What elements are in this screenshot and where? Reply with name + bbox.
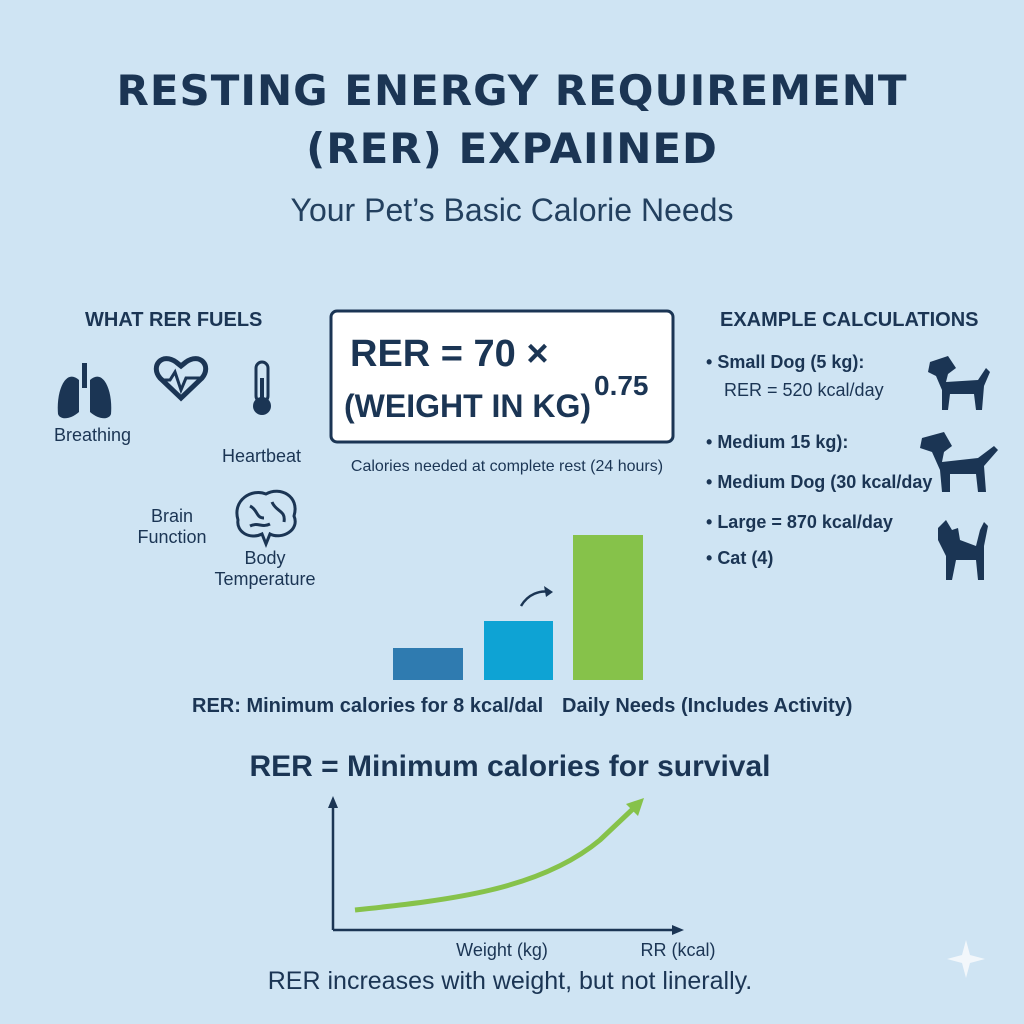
example-text: Medium Dog (30 kcal/day xyxy=(717,472,933,492)
subtitle: Your Pet’s Basic Calorie Needs xyxy=(290,192,734,228)
example-item: • Small Dog (5 kg): xyxy=(706,352,865,372)
heart-icon xyxy=(153,356,209,402)
formula-exponent: 0.75 xyxy=(594,370,649,401)
formula-line: (WEIGHT IN KG) xyxy=(344,388,592,424)
example-item: • Medium Dog (30 kcal/day xyxy=(706,472,933,492)
bar-label: Daily Needs (Includes Activity) xyxy=(562,695,853,717)
heartbeat-line xyxy=(160,368,202,395)
bar-label: RER: Minimum calories for 8 kcal/dal xyxy=(192,695,544,717)
sparkle xyxy=(947,940,985,978)
formula-caption: Calories needed at complete rest (24 hou… xyxy=(350,458,664,475)
example-text: Medium 15 kg): xyxy=(717,432,849,452)
example-item: • Medium 15 kg): xyxy=(706,432,849,452)
example-text: Small Dog (5 kg): xyxy=(717,352,865,372)
title: RESTING ENERGY REQUIREMENT xyxy=(116,66,908,115)
rer-bar xyxy=(393,648,463,680)
title: (RER) EXPAIINED xyxy=(306,124,718,173)
growth-curve xyxy=(354,804,638,913)
fuel-item: Body Temperature xyxy=(214,548,316,589)
growth-caption: RER increases with weight, but not liner… xyxy=(267,967,753,995)
lungs-icon xyxy=(57,363,112,419)
example-item: • Cat (4) xyxy=(706,548,774,568)
example-item: • Large = 870 kcal/day xyxy=(706,512,893,532)
animal-icons xyxy=(920,356,998,580)
daily-needs-bar xyxy=(573,535,643,680)
y-axis-label: RR (kcal) xyxy=(640,940,716,960)
fuel-item: Brain Function xyxy=(137,506,207,547)
fuels-heading: WHAT RER FUELS xyxy=(85,309,263,331)
growth-heading: RER = Minimum calories for survival xyxy=(249,750,771,783)
axis-arrows xyxy=(328,796,684,935)
example-text: Large = 870 kcal/day xyxy=(717,512,893,532)
examples-heading: EXAMPLE CALCULATIONS xyxy=(720,309,979,331)
middle-bar xyxy=(484,621,553,680)
formula-box xyxy=(329,309,675,444)
brain-icon xyxy=(235,489,297,549)
example-text: Cat (4) xyxy=(717,548,774,568)
x-axis-label: Weight (kg) xyxy=(456,940,548,960)
thermometer-icon xyxy=(253,360,271,415)
formula-line: RER = 70 × xyxy=(350,333,549,375)
fuel-item: Heartbeat xyxy=(222,446,302,466)
arrow-head xyxy=(544,586,553,597)
example-item: RER = 520 kcal/day xyxy=(724,380,884,400)
fuel-item: Breathing xyxy=(54,425,132,445)
curve-arrow xyxy=(626,798,644,816)
